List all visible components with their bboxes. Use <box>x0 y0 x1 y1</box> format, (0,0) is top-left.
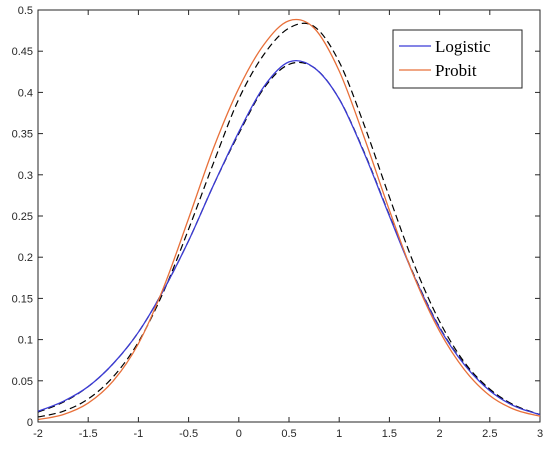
legend-box <box>392 29 523 89</box>
y-tick-label: 0 <box>27 417 33 429</box>
y-tick-label: 0.5 <box>18 5 33 17</box>
x-tick-label: -2 <box>33 428 43 440</box>
x-tick-label: 0.5 <box>281 428 296 440</box>
probit-approx-dashed-curve <box>37 22 541 418</box>
y-tick-label: 0.35 <box>12 129 33 141</box>
plot-curves <box>37 18 541 421</box>
x-tick-label: 2 <box>437 428 443 440</box>
x-tick-label: 1 <box>336 428 342 440</box>
probit-curve <box>37 18 541 421</box>
y-tick-label: 0.05 <box>12 376 33 388</box>
y-tick-label: 0.15 <box>12 293 33 305</box>
logistic-curve <box>37 59 541 416</box>
y-tick-label: 0.2 <box>18 252 33 264</box>
y-tick-label: 0.1 <box>18 335 33 347</box>
y-tick-label: 0.45 <box>12 46 33 58</box>
legend-label: Logistic <box>435 37 491 56</box>
x-tick-label: -1 <box>134 428 144 440</box>
legend: Logistic Probit <box>392 29 523 89</box>
x-tick-label: -1.5 <box>79 428 98 440</box>
y-tick-label: 0.4 <box>18 87 33 99</box>
x-tick-label: 2.5 <box>482 428 497 440</box>
legend-label: Probit <box>435 61 477 80</box>
y-tick-label: 0.25 <box>12 211 33 223</box>
axis-ticks: -2 -1.5 -1 -0.5 0 0.5 1 1.5 2 2.5 3 0 0.05 0.1 0.15 0.2… <box>12 5 543 440</box>
x-tick-label: 3 <box>537 428 543 440</box>
y-tick-label: 0.3 <box>18 170 33 182</box>
x-tick-label: -0.5 <box>179 428 198 440</box>
x-tick-label: 0 <box>236 428 242 440</box>
x-tick-label: 1.5 <box>382 428 397 440</box>
